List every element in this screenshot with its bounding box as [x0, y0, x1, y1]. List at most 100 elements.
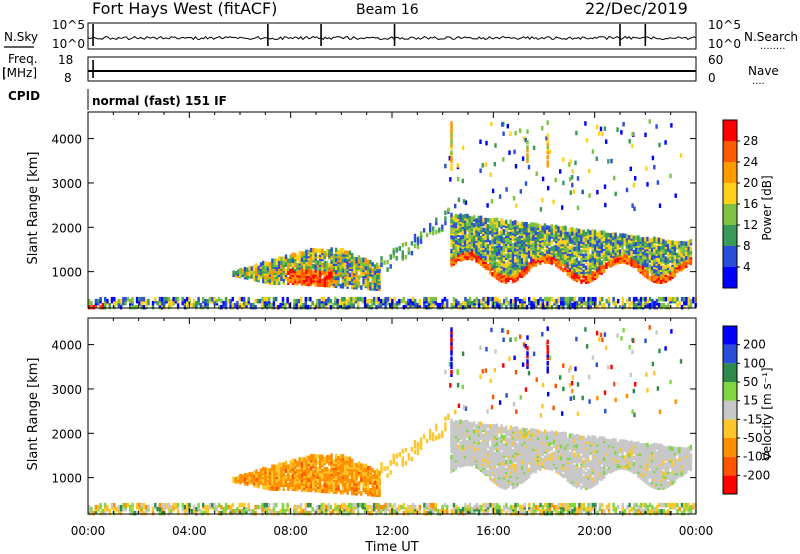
heatmap-cell — [450, 121, 453, 126]
heatmap-cell — [571, 249, 574, 254]
heatmap-cell — [490, 121, 493, 127]
cpid-mode: normal (fast) 151 IF — [92, 94, 227, 108]
heatmap-cell — [566, 502, 570, 508]
heatmap-cell — [243, 472, 247, 478]
nsky-left-tick-bottom: 10^0 — [52, 37, 85, 51]
heatmap-cell — [574, 160, 577, 166]
heatmap-cell — [605, 262, 608, 267]
heatmap-cell — [646, 298, 649, 304]
heatmap-cell — [106, 504, 109, 510]
power-x-ticks — [87, 112, 697, 308]
heatmap-cell — [119, 304, 123, 310]
heatmap-cell — [99, 296, 102, 302]
heatmap-cell — [664, 304, 668, 310]
heatmap-cell — [621, 510, 624, 516]
heatmap-cell — [448, 156, 451, 161]
heatmap-cell — [459, 213, 462, 218]
heatmap-cell — [593, 229, 597, 235]
heatmap-cell — [430, 502, 433, 508]
heatmap-cell — [605, 238, 608, 244]
heatmap-cell — [439, 508, 442, 514]
heatmap-cell — [306, 502, 310, 508]
heatmap-cell — [303, 479, 306, 484]
heatmap-cell — [502, 221, 506, 226]
heatmap-cell — [642, 296, 645, 302]
heatmap-cell — [482, 508, 485, 514]
heatmap-cell — [252, 302, 255, 308]
heatmap-cell — [309, 471, 313, 477]
heatmap-cell — [309, 483, 313, 489]
heatmap-cell — [375, 304, 378, 310]
heatmap-cell — [479, 168, 482, 173]
heatmap-cell — [568, 162, 571, 167]
heatmap-cell — [560, 502, 563, 508]
heatmap-cell — [393, 296, 396, 302]
heatmap-cell — [450, 137, 453, 142]
heatmap-cell — [345, 298, 348, 304]
heatmap-cell — [309, 304, 312, 310]
heatmap-cell — [376, 484, 379, 489]
heatmap-cell — [518, 223, 522, 228]
heatmap-cell — [459, 227, 462, 232]
heatmap-cell — [595, 124, 599, 130]
heatmap-cell — [425, 232, 429, 238]
heatmap-cell — [655, 257, 658, 262]
heatmap-cell — [541, 241, 544, 247]
heatmap-cell — [325, 510, 328, 516]
heatmap-cell — [300, 463, 304, 468]
heatmap-cell — [457, 300, 460, 306]
heatmap-cell — [423, 296, 426, 302]
heatmap-cell — [450, 155, 453, 161]
heatmap-cell — [192, 508, 196, 514]
heatmap-cell — [314, 488, 317, 493]
heatmap-cell — [518, 259, 522, 264]
heatmap-cell — [361, 296, 364, 302]
heatmap-cell — [297, 298, 301, 304]
heatmap-cell — [262, 484, 265, 490]
heatmap-cell — [507, 253, 510, 259]
heatmap-cell — [401, 250, 404, 255]
heatmap-cell — [300, 457, 304, 462]
heatmap-cell — [546, 510, 549, 516]
heatmap-cell — [325, 473, 329, 478]
heatmap-cell — [509, 223, 512, 228]
heatmap-cell — [389, 470, 392, 475]
heatmap-cell — [213, 296, 216, 302]
heatmap-cell — [486, 244, 490, 249]
heatmap-cell — [215, 298, 219, 304]
heatmap-cell — [452, 235, 455, 240]
heatmap-cell — [571, 302, 574, 308]
heatmap-cell — [275, 304, 278, 310]
heatmap-cell — [525, 222, 528, 227]
heatmap-cell — [281, 296, 285, 302]
freq-unit: [MHz] — [2, 66, 37, 80]
heatmap-cell — [234, 271, 238, 276]
heatmap-cell — [277, 304, 280, 310]
heatmap-cell — [357, 510, 360, 516]
heatmap-cell — [378, 470, 381, 476]
heatmap-cell — [255, 267, 258, 272]
heatmap-cell — [521, 504, 524, 510]
heatmap-cell — [231, 508, 234, 514]
heatmap-cell — [616, 243, 620, 249]
heatmap-cell — [475, 246, 478, 251]
heatmap-cell — [316, 260, 320, 265]
heatmap-cell — [616, 127, 619, 132]
heatmap-cell — [550, 502, 554, 508]
heatmap-cell — [503, 298, 506, 304]
heatmap-cell — [296, 254, 299, 260]
heatmap-cell — [687, 510, 690, 516]
heatmap-cell — [481, 163, 484, 168]
heatmap-cell — [534, 226, 537, 232]
heatmap-cell — [353, 484, 356, 490]
heatmap-cell — [507, 506, 510, 512]
heatmap-cell — [598, 296, 602, 302]
heatmap-cell — [498, 231, 501, 236]
nsky-right-tick-bottom: 10^0 — [708, 37, 741, 51]
heatmap-cell — [666, 239, 670, 244]
heatmap-cell — [685, 261, 688, 266]
heatmap-cell — [389, 302, 392, 308]
heatmap-cell — [541, 298, 545, 304]
heatmap-cell — [376, 274, 379, 279]
heatmap-cell — [183, 504, 187, 510]
